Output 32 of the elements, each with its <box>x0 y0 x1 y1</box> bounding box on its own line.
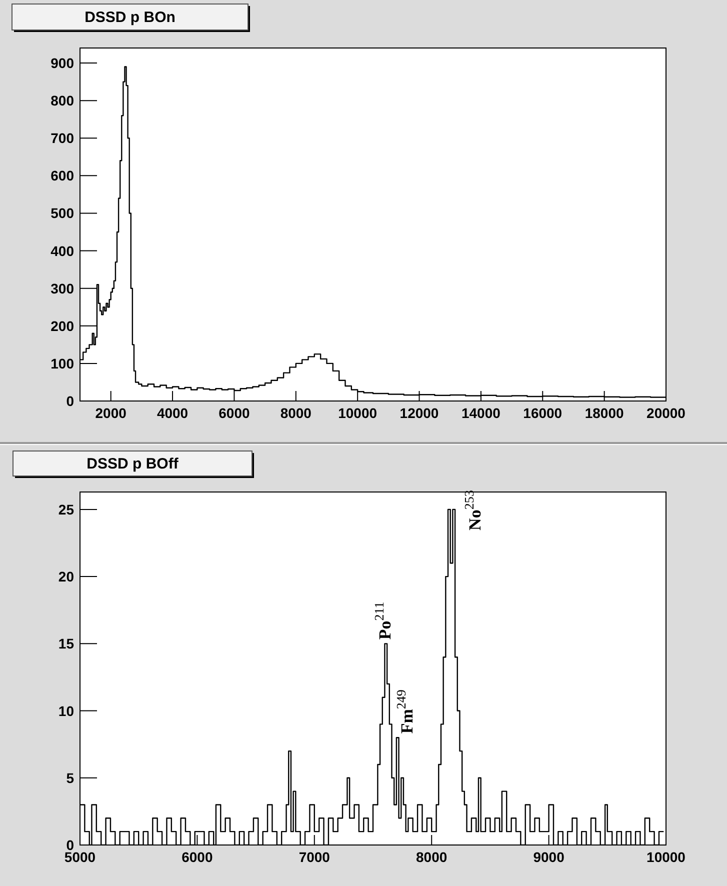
y-tick-label: 600 <box>50 168 74 184</box>
chart-title: DSSD p BOff <box>86 456 180 472</box>
x-tick-label: 7000 <box>298 849 330 865</box>
y-tick-label: 20 <box>58 568 74 585</box>
y-tick-label: 900 <box>50 55 74 72</box>
y-tick-label: 10 <box>58 702 74 719</box>
y-tick-label: 400 <box>50 242 74 259</box>
y-tick-label: 300 <box>50 280 74 296</box>
x-tick-label: 4000 <box>156 405 188 421</box>
x-tick-label: 8000 <box>416 849 448 865</box>
y-tick-label: 100 <box>50 355 74 372</box>
y-tick-label: 15 <box>58 636 74 652</box>
x-tick-label: 10000 <box>338 405 378 421</box>
x-tick-label: 6000 <box>218 405 250 421</box>
y-tick-label: 800 <box>50 92 74 109</box>
y-tick-label: 700 <box>50 130 74 146</box>
x-tick-label: 10000 <box>646 849 686 865</box>
x-tick-label: 8000 <box>280 405 312 421</box>
x-tick-label: 9000 <box>533 849 565 865</box>
x-tick-label: 2000 <box>95 405 127 421</box>
x-tick-label: 20000 <box>646 405 686 421</box>
x-tick-label: 16000 <box>523 405 562 421</box>
x-tick-label: 6000 <box>182 849 213 865</box>
y-tick-label: 0 <box>66 393 74 409</box>
y-tick-label: 500 <box>50 205 74 222</box>
chart-title: DSSD p BOn <box>84 9 176 26</box>
y-tick-label: 200 <box>50 318 74 334</box>
y-tick-label: 5 <box>66 770 74 786</box>
x-tick-label: 12000 <box>400 405 439 421</box>
y-tick-label: 25 <box>58 501 74 518</box>
x-tick-label: 14000 <box>461 405 501 421</box>
x-tick-label: 18000 <box>584 405 624 421</box>
